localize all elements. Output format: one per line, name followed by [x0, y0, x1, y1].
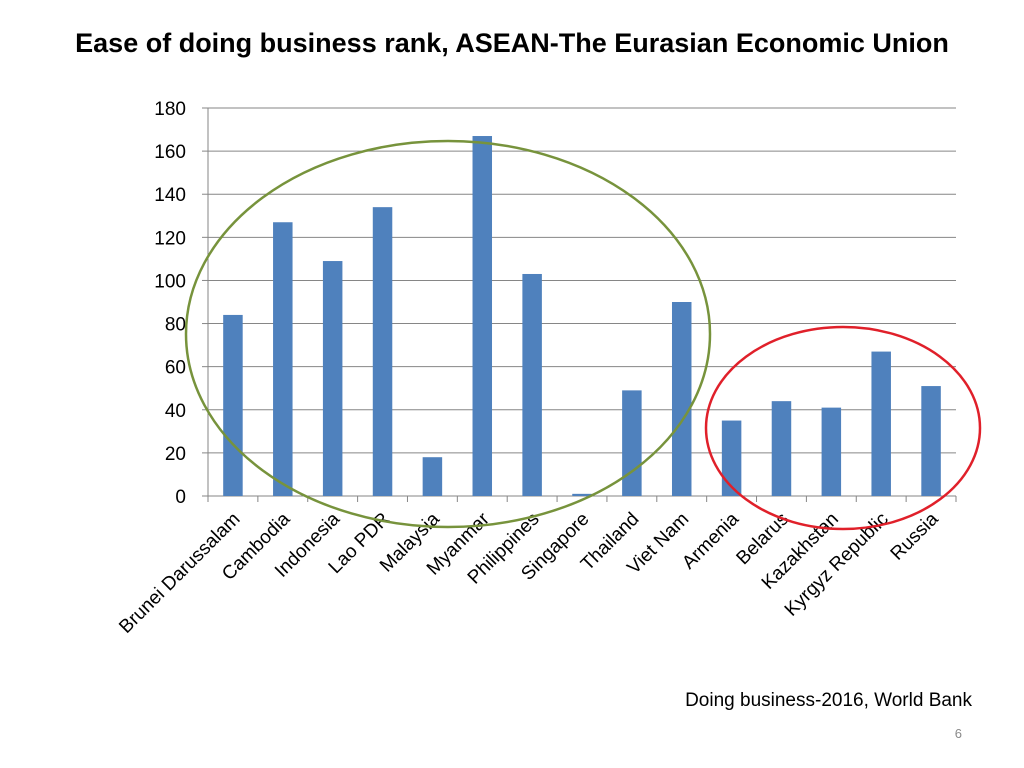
bar: [821, 407, 842, 496]
bar: [472, 136, 493, 496]
y-tick-label: 160: [154, 142, 186, 163]
eaeu-group-ellipse: [704, 325, 982, 531]
bar: [622, 390, 642, 496]
y-tick-label: 60: [165, 358, 186, 379]
bar: [721, 420, 742, 496]
page-number: 6: [954, 726, 962, 741]
y-tick-label: 140: [154, 185, 186, 206]
bar: [671, 302, 692, 496]
bar: [572, 493, 592, 496]
y-tick-label: 120: [154, 228, 186, 249]
y-tick-label: 100: [154, 271, 186, 292]
gridlines: [208, 107, 956, 454]
y-tick-label: 0: [175, 487, 186, 508]
bar: [871, 351, 891, 496]
bar: [322, 261, 343, 496]
bar: [522, 273, 542, 496]
bar: [422, 457, 443, 496]
y-tick-label: 180: [154, 99, 186, 120]
source-note: Doing business-2016, World Bank: [685, 690, 972, 711]
bar: [921, 386, 941, 496]
y-tick-label: 40: [165, 401, 186, 422]
bars: [223, 136, 941, 496]
x-tick-label: Armenia: [678, 508, 743, 573]
y-tick-labels: 0 20 40 60 80 100 120 140 160 180: [154, 99, 186, 508]
y-tick-label: 20: [165, 444, 186, 465]
bar: [771, 401, 792, 496]
y-tick-label: 80: [165, 315, 186, 336]
bar: [372, 207, 393, 496]
x-tick-label: Russia: [887, 508, 943, 564]
slide-title: Ease of doing business rank, ASEAN-The E…: [75, 28, 949, 58]
bar: [273, 222, 293, 496]
highlight-ellipses: [184, 139, 982, 531]
asean-group-ellipse: [184, 139, 712, 529]
bar: [223, 314, 243, 496]
